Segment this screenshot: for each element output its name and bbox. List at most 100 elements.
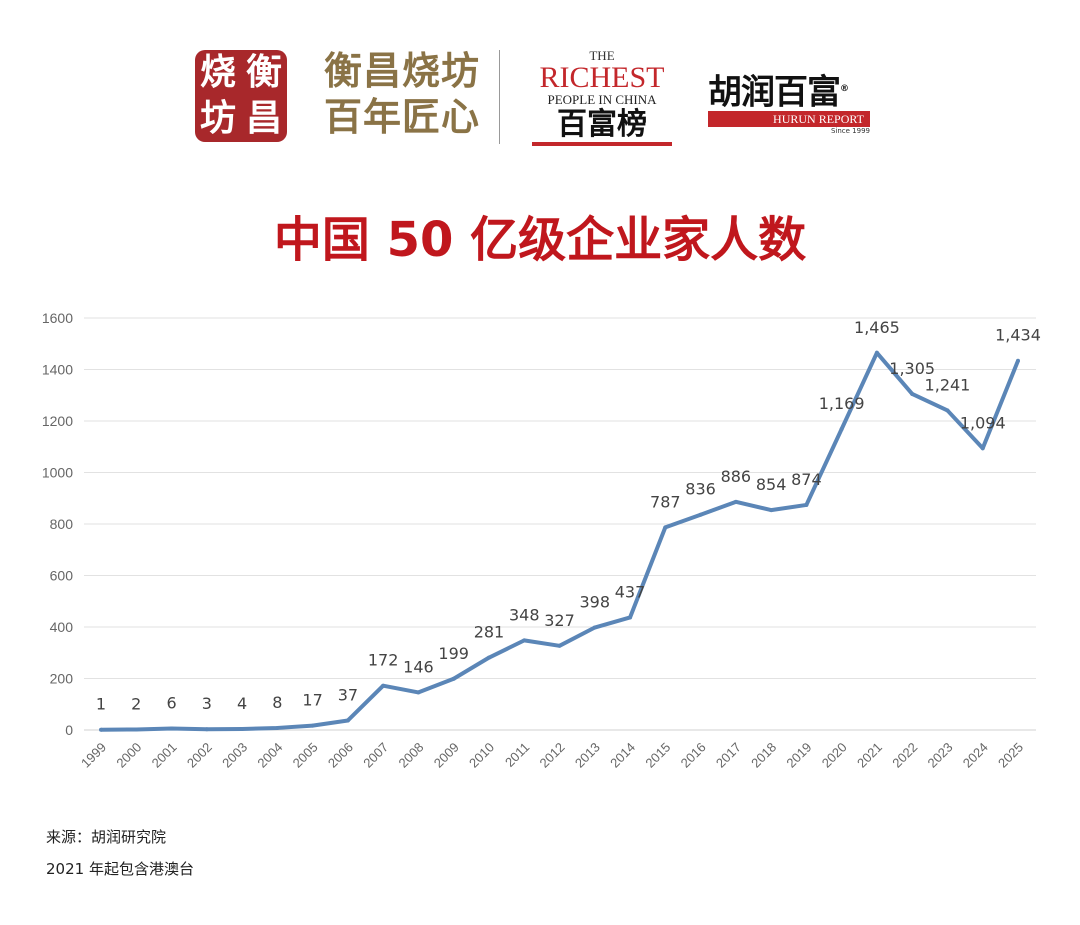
seal-char: 坊 [199,97,236,139]
data-label: 437 [615,582,646,601]
data-point [134,727,139,732]
data-point [169,726,174,731]
data-label: 4 [237,694,247,713]
seal-char: 昌 [245,97,282,139]
y-tick-label: 400 [50,619,74,635]
data-label: 2 [131,694,141,713]
data-label: 37 [338,685,358,704]
x-tick-label: 2004 [254,740,285,771]
data-point [451,676,456,681]
x-tick-label: 2013 [572,740,603,771]
brand-line: 百年匠心 [324,94,481,139]
x-tick-label: 2017 [713,740,744,771]
data-point [381,683,386,688]
hurun-since: Since 1999 [830,127,870,136]
data-label: 874 [791,470,822,489]
data-label: 327 [544,611,575,630]
x-tick-label: 2001 [149,740,180,771]
hengchang-brand-text: 衡昌烧坊 百年匠心 [324,48,480,140]
logo-the: THE [589,48,615,63]
data-point [522,638,527,643]
seal-char: 烧 [199,51,236,93]
x-tick-label: 2011 [502,740,532,770]
y-tick-label: 1000 [42,465,73,481]
data-label: 172 [368,651,399,670]
x-tick-label: 2008 [395,740,426,771]
x-tick-label: 2016 [678,740,709,771]
x-tick-label: 2015 [642,740,673,771]
logo-divider [499,50,500,144]
logo-baifubang: 百富榜 [532,108,672,146]
data-label: 199 [438,644,469,663]
data-point [874,350,879,355]
x-tick-label: 2007 [360,740,391,771]
data-label: 836 [685,480,716,499]
data-point [663,525,668,530]
x-tick-label: 2000 [113,740,144,771]
brand-line: 衡昌烧坊 [324,48,481,93]
data-point [557,643,562,648]
data-label: 281 [474,623,505,642]
scope-note: 2021 年起包含港澳台 [46,860,194,878]
seal-char: 衡 [245,51,282,93]
x-tick-label: 2003 [219,740,250,771]
y-tick-label: 800 [50,516,74,532]
y-tick-label: 1200 [42,413,73,429]
data-label: 1,169 [819,394,865,413]
x-tick-label: 2012 [537,740,568,771]
x-tick-label: 2024 [960,740,991,771]
data-point [733,499,738,504]
data-label: 886 [721,467,752,486]
x-tick-label: 2019 [783,740,814,771]
data-label: 1,094 [960,413,1006,432]
data-label: 854 [756,475,787,494]
data-label: 1 [96,695,106,714]
x-tick-label: 1999 [78,740,109,771]
data-point [804,502,809,507]
data-point [204,727,209,732]
data-point [486,655,491,660]
data-point [945,408,950,413]
hurun-report-bar: HURUN REPORT [708,111,870,128]
source-note: 来源：胡润研究院 [46,828,167,846]
data-point [698,512,703,517]
x-tick-label: 2002 [184,740,215,771]
data-point [628,615,633,620]
data-label: 146 [403,657,434,676]
data-label: 787 [650,492,681,511]
x-tick-label: 2022 [889,740,920,771]
data-label: 1,434 [995,326,1041,345]
logo-bar: 烧 衡 坊 昌 衡昌烧坊 百年匠心 THE RICHEST PEOPLE IN … [0,48,1080,148]
y-tick-label: 600 [50,568,74,584]
data-label: 348 [509,605,540,624]
registered-mark: ® [840,84,849,94]
x-tick-label: 2010 [466,740,497,771]
data-label: 8 [272,693,282,712]
hurun-cn: 胡润百富 [708,72,841,113]
x-tick-label: 2021 [854,740,885,771]
x-tick-label: 2018 [748,740,779,771]
x-tick-label: 2025 [995,740,1026,771]
richest-people-logo: THE RICHEST PEOPLE IN CHINA 百富榜 [532,48,672,146]
chart-title: 中国 50 亿级企业家人数 [273,212,807,268]
data-point [416,690,421,695]
data-label: 17 [302,691,322,710]
y-tick-label: 200 [50,671,74,687]
data-point [345,718,350,723]
x-tick-label: 2006 [325,740,356,771]
data-label: 398 [579,593,610,612]
data-label: 3 [202,694,212,713]
x-tick-label: 2005 [290,740,321,771]
data-point [592,625,597,630]
hurun-logo: 胡润百富® HURUN REPORT Since 1999 [708,70,878,135]
y-tick-label: 1600 [42,310,73,326]
data-point [275,725,280,730]
logo-richest: RICHEST [539,61,665,94]
data-point [910,391,915,396]
y-tick-label: 1400 [42,362,73,378]
logo-people-in-china: PEOPLE IN CHINA [547,92,657,107]
y-tick-label: 0 [65,722,73,738]
data-point [1016,358,1020,363]
series-line [100,350,1020,732]
